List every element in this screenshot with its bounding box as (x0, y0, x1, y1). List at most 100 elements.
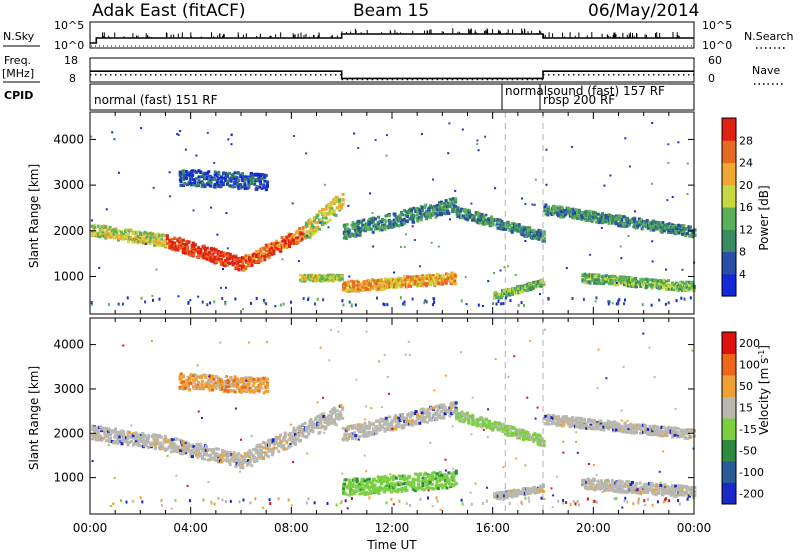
noise-cell (565, 267, 568, 270)
data-cell (481, 424, 485, 428)
data-cell (305, 435, 309, 439)
data-cell (495, 294, 499, 298)
data-cell (430, 406, 434, 410)
data-cell (593, 278, 597, 282)
data-cell (635, 279, 638, 283)
data-cell (324, 426, 328, 430)
data-cell (255, 255, 258, 258)
data-cell (401, 413, 404, 416)
data-cell (305, 276, 309, 280)
data-cell (340, 275, 344, 279)
data-cell (471, 413, 475, 417)
data-cell (277, 444, 281, 448)
data-cell (113, 441, 117, 445)
data-cell (523, 232, 527, 235)
data-cell (383, 227, 387, 231)
data-cell (330, 411, 334, 415)
data-cell (368, 420, 372, 424)
data-cell (209, 184, 213, 188)
data-cell (406, 282, 410, 286)
data-cell (635, 285, 638, 289)
data-cell (112, 232, 116, 236)
data-cell (483, 424, 487, 428)
data-cell (127, 233, 130, 236)
data-cell (542, 439, 546, 443)
data-cell (195, 446, 199, 450)
data-cell (406, 285, 410, 288)
data-cell (192, 183, 196, 187)
data-cell (430, 418, 434, 422)
data-cell (622, 222, 626, 225)
data-cell (293, 233, 297, 237)
data-cell (455, 412, 458, 416)
data-cell (662, 278, 666, 282)
data-cell (378, 226, 382, 230)
data-cell (381, 418, 385, 421)
ground-cell (399, 296, 402, 300)
data-cell (259, 182, 263, 186)
data-cell (195, 449, 199, 453)
data-cell (529, 283, 533, 287)
data-cell (283, 240, 287, 244)
data-cell (645, 219, 649, 223)
data-cell (660, 223, 664, 227)
data-cell (203, 246, 206, 250)
data-cell (629, 281, 633, 285)
freq-trace (90, 70, 694, 80)
data-cell (297, 434, 301, 438)
data-cell (220, 250, 223, 254)
data-cell (236, 264, 240, 268)
data-cell (152, 434, 156, 438)
data-cell (98, 232, 102, 236)
data-cell (384, 416, 388, 420)
data-cell (444, 199, 448, 202)
data-cell (477, 215, 481, 219)
data-cell (496, 226, 500, 230)
noise-cell (651, 122, 654, 124)
noise-cell (385, 154, 388, 157)
data-cell (496, 220, 500, 224)
noise-cell (327, 226, 330, 229)
data-cell (498, 421, 501, 425)
data-cell (361, 423, 365, 427)
data-cell (345, 233, 349, 236)
data-cell (520, 226, 524, 230)
data-cell (178, 172, 182, 176)
data-cell (542, 230, 546, 234)
data-cell (228, 255, 232, 259)
data-cell (452, 204, 456, 208)
data-cell (454, 210, 458, 213)
data-cell (542, 281, 546, 285)
data-cell (252, 456, 256, 460)
data-cell (330, 203, 334, 207)
data-cell (352, 280, 356, 284)
data-cell (114, 427, 118, 431)
data-cell (204, 453, 208, 456)
data-cell (126, 443, 130, 447)
data-cell (614, 219, 618, 222)
data-cell (381, 218, 384, 222)
data-cell (436, 207, 440, 211)
data-cell (394, 414, 398, 418)
data-cell (329, 276, 333, 280)
data-cell (415, 217, 419, 220)
data-cell (546, 212, 550, 216)
noise-cell (432, 178, 434, 181)
data-cell (329, 421, 333, 425)
data-cell (499, 222, 503, 226)
data-cell (632, 277, 636, 281)
data-cell (146, 434, 150, 438)
data-cell (519, 287, 523, 291)
data-cell (181, 169, 185, 173)
data-cell (680, 288, 684, 292)
colorbar-segment (722, 184, 736, 208)
power-ylabel: Slant Range [km] (27, 164, 41, 268)
data-cell (248, 260, 251, 264)
data-cell (399, 277, 403, 281)
data-cell (453, 282, 457, 286)
data-cell (235, 181, 239, 185)
data-cell (352, 223, 356, 227)
data-cell (276, 243, 280, 247)
data-cell (425, 212, 429, 216)
data-cell (233, 261, 237, 265)
